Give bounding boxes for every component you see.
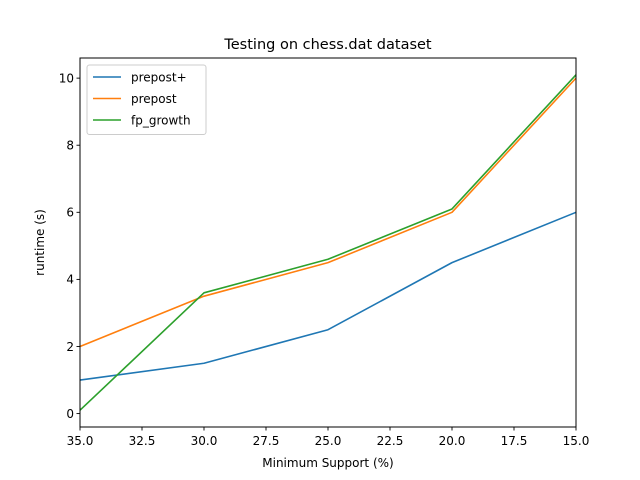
y-tick-label: 4: [66, 273, 74, 287]
x-tick-label: 17.5: [501, 434, 528, 448]
data-point: [327, 329, 329, 331]
x-tick-label: 27.5: [253, 434, 280, 448]
y-axis-label: runtime (s): [33, 209, 47, 276]
x-tick-label: 25.0: [315, 434, 342, 448]
y-tick-label: 10: [59, 71, 74, 85]
legend-label: prepost+: [131, 70, 187, 84]
y-tick-label: 6: [66, 206, 74, 220]
x-tick-label: 15.0: [563, 434, 590, 448]
data-point: [327, 262, 329, 264]
data-point: [203, 362, 205, 364]
data-point: [451, 262, 453, 264]
plot-area: [79, 57, 577, 428]
legend-label: fp_growth: [131, 113, 191, 127]
y-tick-label: 0: [66, 407, 74, 421]
x-tick-label: 32.5: [129, 434, 156, 448]
series-line-prepost: [79, 77, 577, 348]
x-axis-label: Minimum Support (%): [262, 456, 393, 470]
x-tick-label: 20.0: [439, 434, 466, 448]
x-tick-label: 35.0: [67, 434, 94, 448]
data-point: [203, 295, 205, 297]
y-tick-label: 2: [66, 340, 74, 354]
legend-label: prepost: [131, 92, 177, 106]
legend-box: [86, 64, 207, 135]
x-axis-ticks: 35.0 32.5 30.0 27.5 25.0 22.5 20.0 17.5 15.0: [67, 427, 590, 448]
series-line-fp-growth: [79, 74, 577, 411]
data-point: [451, 212, 453, 214]
x-tick-label: 22.5: [377, 434, 404, 448]
legend: prepost+ prepost fp_growth: [86, 64, 207, 135]
data-point: [203, 292, 205, 294]
data-point: [451, 208, 453, 210]
chart-title: Testing on chess.dat dataset: [223, 37, 432, 53]
series-line-prepost-: [79, 211, 577, 381]
y-tick-label: 8: [66, 139, 74, 153]
y-axis-ticks: 0 2 4 6 8 10: [59, 71, 80, 421]
series-layer: [79, 74, 577, 411]
data-point: [327, 258, 329, 260]
x-tick-label: 30.0: [191, 434, 218, 448]
